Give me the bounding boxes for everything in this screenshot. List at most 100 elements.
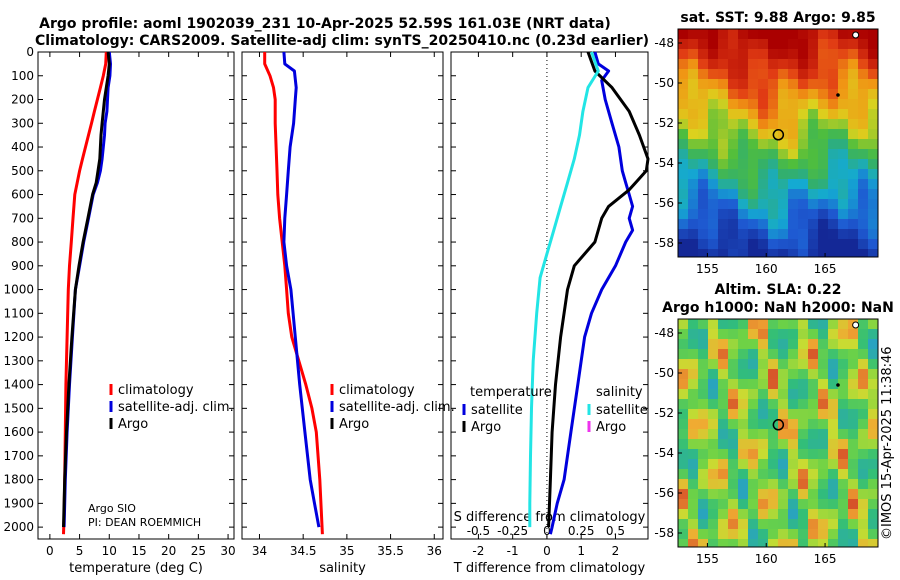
map-cell — [688, 329, 699, 340]
map-cell — [778, 179, 789, 190]
salinity-tick-label: 0.25 — [568, 524, 595, 538]
map-cell — [738, 439, 749, 450]
map-cell — [728, 129, 739, 140]
map-cell — [688, 399, 699, 410]
map-cell — [828, 519, 839, 530]
salinity-tick-label: 0 — [543, 524, 551, 538]
map-cell — [678, 339, 689, 350]
map-cell — [798, 209, 809, 220]
map-cell — [678, 29, 689, 40]
salinity-tick-label: -0.5 — [467, 524, 490, 538]
map-cell — [778, 449, 789, 460]
map-cell — [728, 369, 739, 380]
map-cell — [728, 539, 739, 548]
map-cell — [708, 89, 719, 100]
map-cell — [858, 409, 869, 420]
map-cell — [798, 219, 809, 230]
map-cell — [728, 49, 739, 60]
map-cell — [708, 519, 719, 530]
map-cell — [748, 29, 759, 40]
map-cell — [808, 519, 819, 530]
map-cell — [778, 509, 789, 520]
map-cell — [708, 529, 719, 540]
map-cell — [698, 189, 709, 200]
map-cell — [748, 469, 759, 480]
map-cell — [828, 249, 839, 258]
map-cell — [748, 129, 759, 140]
map-cell — [738, 369, 749, 380]
map-cell — [768, 149, 779, 160]
map-cell — [848, 119, 859, 130]
map-cell — [678, 399, 689, 410]
y-tick-label: 1900 — [3, 496, 34, 510]
map-cell — [808, 529, 819, 540]
map-cell — [678, 409, 689, 420]
map-cell — [688, 69, 699, 80]
x-axis-label: temperature (deg C) — [69, 561, 203, 576]
y-tick-label: 800 — [11, 235, 34, 249]
map-cell — [838, 59, 849, 70]
map-cell — [708, 139, 719, 150]
map-cell — [828, 469, 839, 480]
map-cell — [748, 339, 759, 350]
map-cell — [678, 199, 689, 210]
map-cell — [688, 149, 699, 160]
map-cell — [838, 459, 849, 470]
map-cell — [708, 379, 719, 390]
map-cell — [868, 219, 879, 230]
map-cell — [828, 479, 839, 490]
map-cell — [858, 179, 869, 190]
map-cell — [698, 159, 709, 170]
map-cell — [868, 349, 879, 360]
map-cell — [868, 419, 879, 430]
title-line-1: Argo profile: aoml 1902039_231 10-Apr-20… — [39, 16, 611, 32]
map-cell — [738, 539, 749, 548]
map-cell — [828, 239, 839, 250]
map-cell — [758, 209, 769, 220]
map-cell — [738, 249, 749, 258]
legend-label: Argo — [596, 420, 626, 435]
map-cell — [788, 119, 799, 130]
map-cell — [758, 249, 769, 258]
map-cell — [808, 449, 819, 460]
map-cell — [718, 539, 729, 548]
map-cell — [678, 249, 689, 258]
map-cell — [728, 379, 739, 390]
map-cell — [758, 189, 769, 200]
map-cell — [728, 469, 739, 480]
map-cell — [738, 139, 749, 150]
map-cell — [688, 219, 699, 230]
island-marker — [836, 383, 840, 387]
map-cell — [678, 189, 689, 200]
map-cell — [738, 469, 749, 480]
map-cell — [818, 109, 829, 120]
map-cell — [778, 69, 789, 80]
salinity-tick-label: 0.5 — [606, 524, 625, 538]
map-cell — [858, 509, 869, 520]
map-cell — [848, 89, 859, 100]
map-cell — [778, 159, 789, 170]
map-cell — [858, 539, 869, 548]
map-cell — [848, 149, 859, 160]
map-cell — [678, 429, 689, 440]
map-cell — [818, 249, 829, 258]
map-x-tick-label: 160 — [755, 262, 778, 276]
map-cell — [818, 369, 829, 380]
x-tick-label: 20 — [161, 544, 176, 558]
map-cell — [868, 519, 879, 530]
map-cell — [678, 109, 689, 120]
map-cell — [738, 189, 749, 200]
map-cell — [768, 499, 779, 510]
map-cell — [818, 529, 829, 540]
map-cell — [818, 139, 829, 150]
salinity-panel: 34 34.5 35 35.5 36 salinity — [241, 51, 444, 576]
map-cell — [758, 449, 769, 460]
legend-label: Argo — [339, 417, 369, 432]
map-cell — [688, 199, 699, 210]
map-cell — [788, 99, 799, 110]
map-cell — [748, 79, 759, 90]
map-cell — [688, 59, 699, 70]
map-cell — [728, 79, 739, 90]
map-cell — [808, 39, 819, 50]
map-cell — [708, 69, 719, 80]
